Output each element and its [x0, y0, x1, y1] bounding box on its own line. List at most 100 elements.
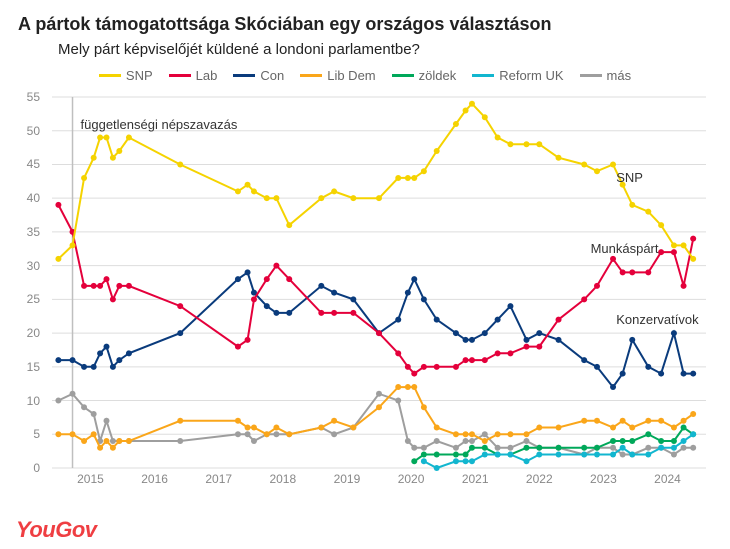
- point-other: [245, 431, 251, 437]
- point-snp: [581, 161, 587, 167]
- point-green: [645, 431, 651, 437]
- point-reform: [482, 452, 488, 458]
- point-other: [469, 438, 475, 444]
- point-libdem: [55, 431, 61, 437]
- point-con: [126, 350, 132, 356]
- point-libdem: [405, 384, 411, 390]
- xtick-label: 2020: [398, 472, 425, 486]
- yougov-logo: YouGov: [16, 517, 97, 543]
- point-green: [671, 438, 677, 444]
- point-con: [645, 364, 651, 370]
- point-con: [507, 303, 513, 309]
- xtick-label: 2021: [462, 472, 489, 486]
- point-reform: [581, 452, 587, 458]
- point-other: [523, 438, 529, 444]
- point-other: [235, 431, 241, 437]
- point-lab: [507, 350, 513, 356]
- point-con: [395, 317, 401, 323]
- point-snp: [177, 161, 183, 167]
- point-libdem: [110, 445, 116, 451]
- point-snp: [610, 161, 616, 167]
- point-green: [536, 445, 542, 451]
- point-other: [411, 445, 417, 451]
- point-lab: [690, 236, 696, 242]
- point-con: [286, 310, 292, 316]
- point-green: [463, 452, 469, 458]
- point-libdem: [629, 425, 635, 431]
- point-other: [251, 438, 257, 444]
- line-libdem: [58, 387, 693, 448]
- point-lab: [482, 357, 488, 363]
- point-other: [405, 438, 411, 444]
- point-snp: [235, 188, 241, 194]
- point-lab: [395, 350, 401, 356]
- legend-label-con: Con: [260, 68, 284, 83]
- point-other: [671, 452, 677, 458]
- point-snp: [331, 188, 337, 194]
- point-reform: [421, 458, 427, 464]
- point-reform: [523, 458, 529, 464]
- xtick-label: 2022: [526, 472, 553, 486]
- point-lab: [556, 317, 562, 323]
- point-libdem: [245, 425, 251, 431]
- point-other: [620, 452, 626, 458]
- xtick-label: 2015: [77, 472, 104, 486]
- point-lab: [629, 269, 635, 275]
- legend-label-lab: Lab: [196, 68, 218, 83]
- point-lab: [350, 310, 356, 316]
- point-lab: [331, 310, 337, 316]
- point-con: [690, 371, 696, 377]
- point-lab: [97, 283, 103, 289]
- point-reform: [645, 452, 651, 458]
- point-con: [658, 371, 664, 377]
- inline-label-con: Konzervatívok: [616, 312, 698, 327]
- point-snp: [536, 141, 542, 147]
- chart-area: 0510152025303540455055201520162017201820…: [18, 91, 712, 501]
- point-libdem: [507, 431, 513, 437]
- plot-area: 0510152025303540455055201520162017201820…: [46, 91, 712, 486]
- point-snp: [658, 222, 664, 228]
- point-con: [331, 290, 337, 296]
- point-con: [264, 303, 270, 309]
- point-snp: [411, 175, 417, 181]
- point-libdem: [681, 418, 687, 424]
- point-snp: [245, 182, 251, 188]
- point-con: [594, 364, 600, 370]
- point-lab: [658, 249, 664, 255]
- point-other: [681, 445, 687, 451]
- point-libdem: [671, 425, 677, 431]
- chart-subtitle: Mely párt képviselőjét küldené a londoni…: [58, 41, 712, 58]
- point-green: [421, 452, 427, 458]
- point-snp: [126, 134, 132, 140]
- ytick-label: 10: [27, 394, 40, 408]
- point-other: [395, 398, 401, 404]
- chart-container: A pártok támogatottsága Skóciában egy or…: [0, 0, 730, 549]
- point-libdem: [645, 418, 651, 424]
- point-other: [421, 445, 427, 451]
- chart-title: A pártok támogatottsága Skóciában egy or…: [18, 14, 712, 35]
- xtick-label: 2017: [205, 472, 232, 486]
- point-reform: [690, 431, 696, 437]
- point-libdem: [610, 425, 616, 431]
- point-green: [594, 445, 600, 451]
- ytick-label: 20: [27, 326, 40, 340]
- point-con: [177, 330, 183, 336]
- point-lab: [405, 364, 411, 370]
- point-snp: [434, 148, 440, 154]
- point-snp: [104, 134, 110, 140]
- point-libdem: [273, 425, 279, 431]
- legend-swatch-reform: [472, 74, 494, 77]
- point-libdem: [126, 438, 132, 444]
- legend-item-con: Con: [233, 68, 284, 83]
- point-other: [645, 445, 651, 451]
- referendum-label: függetlenségi népszavazás: [81, 117, 238, 132]
- point-lab: [116, 283, 122, 289]
- point-green: [581, 445, 587, 451]
- point-snp: [81, 175, 87, 181]
- legend-label-libdem: Lib Dem: [327, 68, 375, 83]
- point-con: [681, 371, 687, 377]
- point-green: [681, 425, 687, 431]
- point-con: [405, 290, 411, 296]
- point-libdem: [469, 431, 475, 437]
- point-reform: [658, 445, 664, 451]
